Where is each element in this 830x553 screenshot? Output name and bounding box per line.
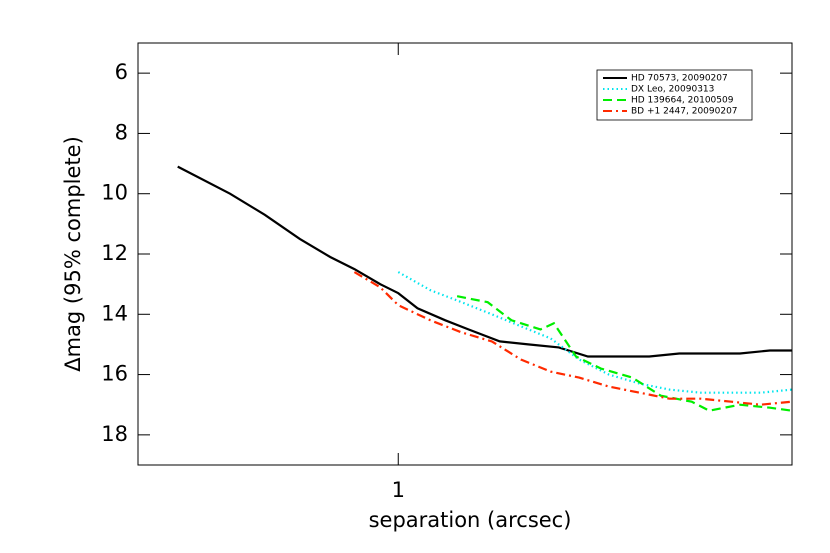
y-tick-label: 12 [101,241,128,265]
series-line [397,271,793,394]
y-tick-label: 16 [101,362,128,386]
legend-label: HD 70573, 20090207 [631,74,728,84]
series-line [177,165,792,358]
y-tick-label: 18 [101,422,128,446]
legend-label: HD 139664, 20100509 [631,96,734,106]
y-tick-label: 10 [101,181,128,205]
series-line [456,295,793,412]
y-tick-label: 8 [115,120,128,144]
x-axis-label: separation (arcsec) [369,508,572,532]
y-tick-label: 14 [101,301,128,325]
legend-label: BD +1 2447, 20090207 [631,107,738,117]
legend-label: DX Leo, 20090313 [631,85,714,95]
series-line [353,271,793,406]
y-axis-label: Δmag (95% complete) [61,136,85,372]
y-tick-label: 6 [115,60,128,84]
x-tick-label: 1 [392,478,405,502]
